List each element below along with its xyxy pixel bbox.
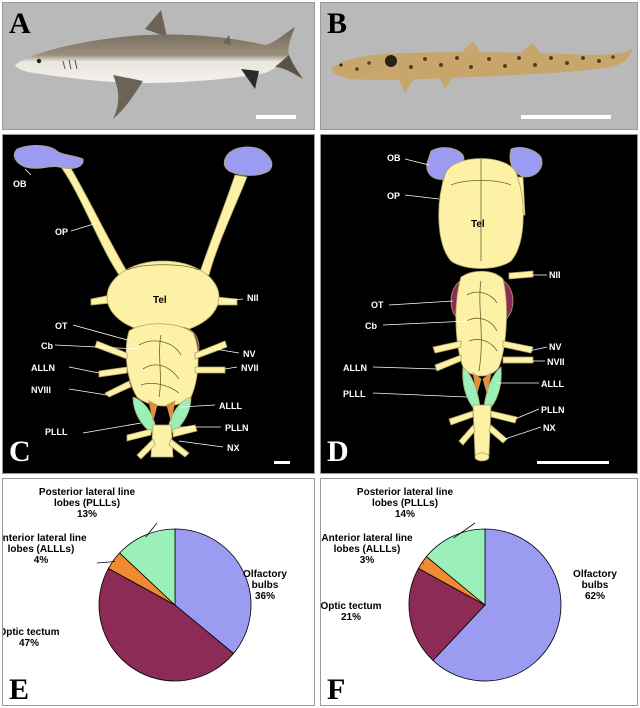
label-d-nx: NX xyxy=(543,423,556,433)
label-d-alln: ALLN xyxy=(343,363,367,373)
pie-slice-f-optic-tectum xyxy=(408,567,486,661)
panel-letter-d: D xyxy=(327,435,349,468)
scale-bar-d xyxy=(537,461,609,464)
panel-letter-c: C xyxy=(9,435,31,468)
label-c-nvii: NVII xyxy=(241,363,259,373)
panel-c: OB OP NII OT Cb NV ALLN NVII NVIII ALLL … xyxy=(2,134,315,474)
shark-b-illustration xyxy=(331,41,633,93)
label-c-ob: OB xyxy=(13,179,27,189)
leader-line-e-posterior-lateral-line-lobes xyxy=(145,522,158,538)
pie-chart-f: Olfactory bulbs 62% Optic tectum 21% Anterior… xyxy=(321,487,617,682)
label-d-tel: Tel xyxy=(471,219,485,230)
panel-letter-a: A xyxy=(9,7,31,40)
pie-label-f-optic-tectum: Optic tectum 21% xyxy=(321,601,382,623)
pie-label-e-posterior-lateral-line-lobes: Posterior lateral line lobes (PLLLs) 13% xyxy=(39,487,136,520)
panel-letter-f: F xyxy=(327,673,346,706)
label-d-alll: ALLL xyxy=(541,379,564,389)
pie-label-f-posterior-lateral-line-lobes: Posterior lateral line lobes (PLLLs) 14% xyxy=(357,487,454,520)
label-c-nii: NII xyxy=(247,293,259,303)
scale-bar-a xyxy=(256,115,296,119)
panel-letter-b: B xyxy=(327,7,348,40)
pie-slice-f-posterior-lateral-line-lobes xyxy=(425,528,486,606)
label-d-nvii: NVII xyxy=(547,357,565,367)
pie-slice-e-posterior-lateral-line-lobes xyxy=(119,528,176,606)
label-c-alll: ALLL xyxy=(219,401,242,411)
brain-diagram-c: OB OP NII OT Cb NV ALLN NVII NVIII ALLL … xyxy=(13,145,273,460)
label-d-op: OP xyxy=(387,191,400,201)
scale-bar-c xyxy=(274,461,290,464)
label-d-ot: OT xyxy=(371,300,384,310)
label-c-cb: Cb xyxy=(41,341,53,351)
label-d-nii: NII xyxy=(549,270,561,280)
scale-bar-b xyxy=(521,115,611,119)
label-c-plln: PLLN xyxy=(225,423,249,433)
label-c-nviii: NVIII xyxy=(31,385,51,395)
pie-slice-f-olfactory-bulbs xyxy=(432,528,562,682)
leader-line-e-anterior-lateral-line-lobes xyxy=(96,561,116,564)
label-c-nx: NX xyxy=(227,443,240,453)
pie-label-f-olfactory-bulbs: Olfactory bulbs 62% xyxy=(573,569,617,602)
panel-f: Olfactory bulbs 62% Optic tectum 21% Anterior… xyxy=(320,478,638,706)
pie-label-e-anterior-lateral-line-lobes: Anterior lateral line lobes (ALLLs) 4% xyxy=(3,533,87,566)
label-c-plll: PLLL xyxy=(45,427,68,437)
label-c-tel: Tel xyxy=(153,295,167,306)
label-c-nv: NV xyxy=(243,349,256,359)
pie-label-f-anterior-lateral-line-lobes: Anterior lateral line lobes (ALLLs) 3% xyxy=(321,533,413,566)
label-d-plll: PLLL xyxy=(343,389,366,399)
brain-diagram-d: OB OP NII OT Cb NV NVII ALLN ALLL PLLL P… xyxy=(343,147,565,462)
pie-chart-e: Olfactory bulbs 36% Optic tectum 47% Anterior… xyxy=(3,487,287,682)
panel-e: Olfactory bulbs 36% Optic tectum 47% Anterior… xyxy=(2,478,315,706)
pie-label-e-optic-tectum: Optic tectum 47% xyxy=(3,627,60,649)
shark-a-illustration xyxy=(15,10,303,119)
panel-b: B xyxy=(320,2,638,130)
label-d-plln: PLLN xyxy=(541,405,565,415)
label-d-cb: Cb xyxy=(365,321,377,331)
label-c-op: OP xyxy=(55,227,68,237)
panel-a: A xyxy=(2,2,315,130)
pie-slice-e-optic-tectum xyxy=(98,567,235,682)
pie-label-e-olfactory-bulbs: Olfactory bulbs 36% xyxy=(243,569,287,602)
label-c-alln: ALLN xyxy=(31,363,55,373)
leader-line-f-posterior-lateral-line-lobes xyxy=(453,522,476,539)
label-d-nv: NV xyxy=(549,342,562,352)
panel-letter-e: E xyxy=(9,673,30,706)
label-d-ob: OB xyxy=(387,153,401,163)
pie-slice-e-olfactory-bulbs xyxy=(174,528,252,655)
panel-d: OB OP NII OT Cb NV NVII ALLN ALLL PLLL P… xyxy=(320,134,638,474)
label-c-ot: OT xyxy=(55,321,68,331)
